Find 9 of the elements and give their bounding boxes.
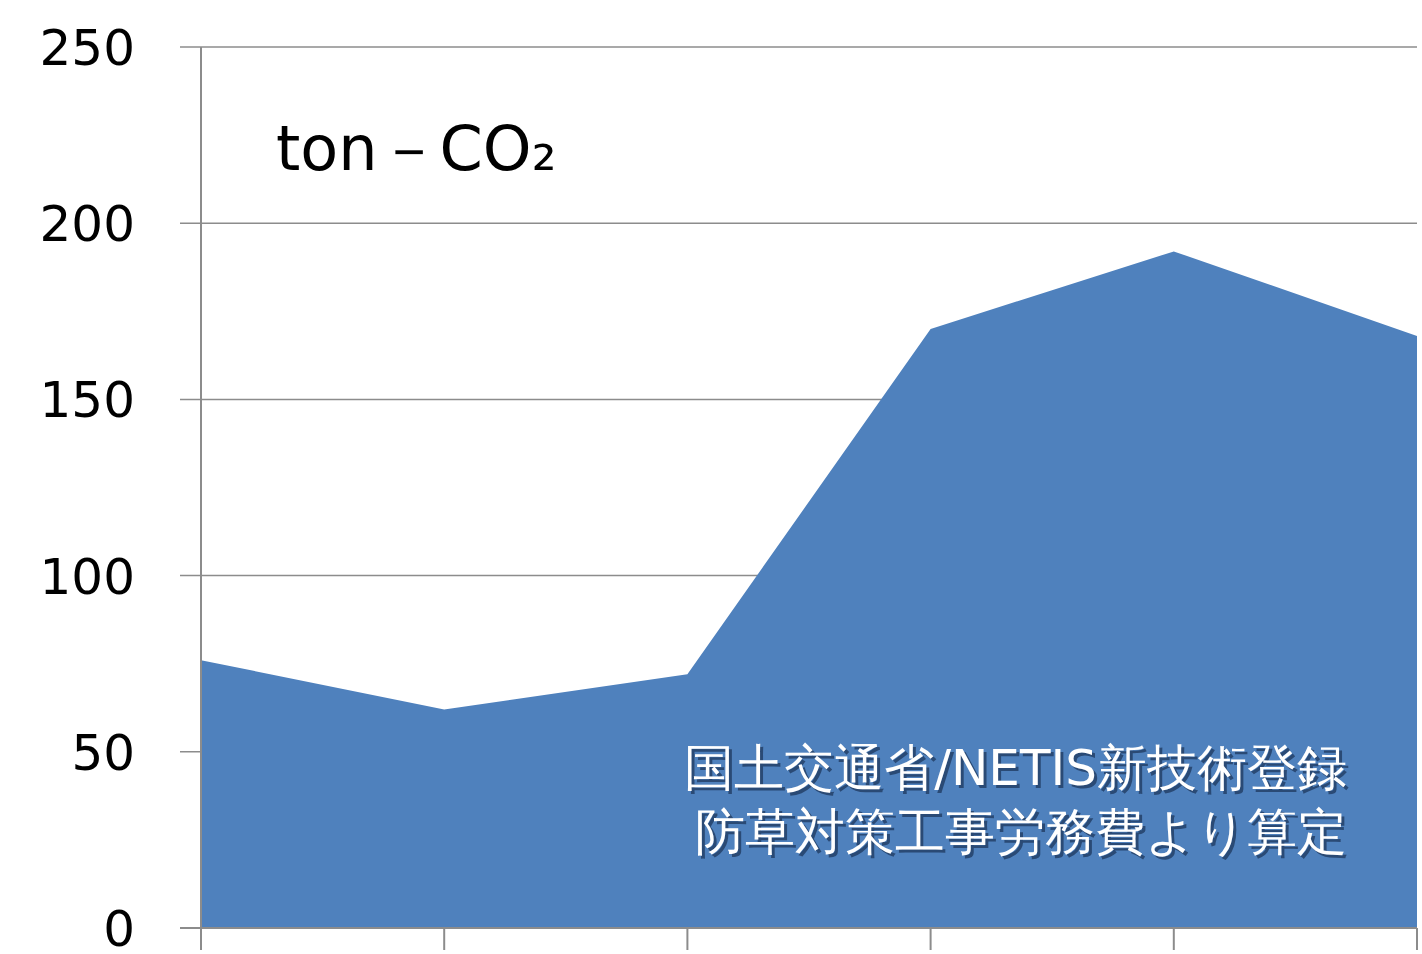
y-tick-label: 150 <box>39 371 135 430</box>
y-tick-label: 0 <box>103 900 135 954</box>
annotation: 国土交通省/NETIS新技術登録 <box>687 742 1350 800</box>
y-axis-title: ton－CO₂ <box>276 112 557 185</box>
y-tick-label: 200 <box>39 195 135 254</box>
annotation: 防草対策工事労務費より算定 <box>698 806 1350 864</box>
y-tick-label: 250 <box>39 19 135 77</box>
y-tick-label: 100 <box>39 547 135 606</box>
y-tick-label: 50 <box>71 723 135 782</box>
